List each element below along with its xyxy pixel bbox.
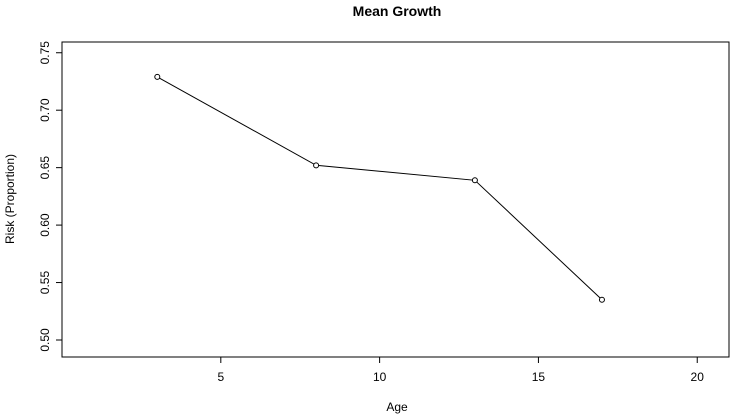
x-axis-label: Age	[386, 400, 408, 414]
y-tick-label: 0.55	[38, 271, 52, 295]
x-tick-label: 15	[532, 370, 546, 384]
y-tick-label: 0.65	[38, 156, 52, 180]
x-axis: 5 10 15 20	[217, 357, 704, 384]
chart-title: Mean Growth	[353, 3, 442, 19]
y-tick-label: 0.70	[38, 98, 52, 122]
y-tick-label: 0.60	[38, 213, 52, 237]
data-point	[598, 296, 605, 303]
x-tick-label: 10	[373, 370, 387, 384]
y-axis: 0.50 0.55 0.60 0.65 0.70 0.75	[38, 41, 62, 352]
y-axis-label: Risk (Proportion)	[3, 154, 17, 244]
plot-area-border	[61, 41, 730, 358]
data-point	[313, 162, 320, 169]
y-tick-label: 0.75	[38, 41, 52, 65]
x-tick-label: 5	[217, 370, 224, 384]
x-tick-label: 20	[691, 370, 705, 384]
y-tick-label: 0.50	[38, 328, 52, 352]
series-line	[157, 76, 603, 301]
data-point	[154, 73, 161, 80]
series-layer	[154, 73, 605, 303]
data-point	[471, 177, 478, 184]
